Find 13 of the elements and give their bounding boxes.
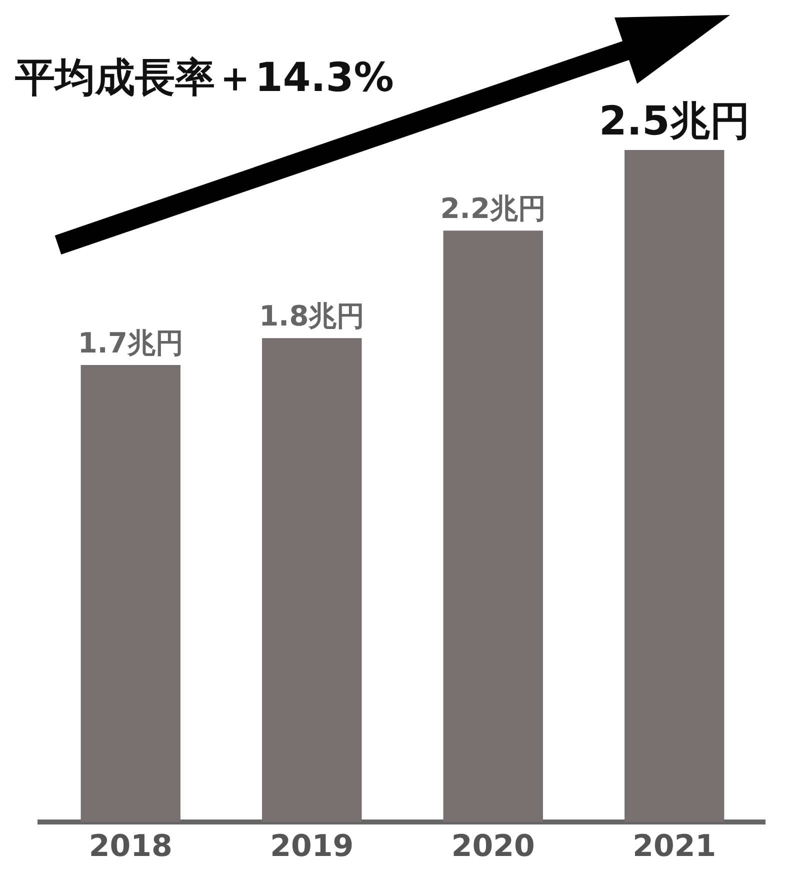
bar	[443, 230, 543, 822]
x-tick-label: 2018	[88, 828, 172, 864]
bar	[624, 150, 724, 822]
data-label: 2.2兆円	[440, 192, 546, 225]
x-tick-label: 2020	[451, 828, 535, 864]
data-label: 1.8兆円	[259, 299, 365, 332]
x-tick-label: 2021	[632, 828, 716, 864]
data-label: 1.7兆円	[78, 326, 184, 360]
x-tick-label: 2019	[270, 828, 354, 864]
bar	[80, 365, 180, 822]
data-label: 2.5兆円	[598, 98, 750, 144]
text: 平均成長率＋14.3%	[15, 54, 394, 103]
bar	[262, 338, 362, 822]
